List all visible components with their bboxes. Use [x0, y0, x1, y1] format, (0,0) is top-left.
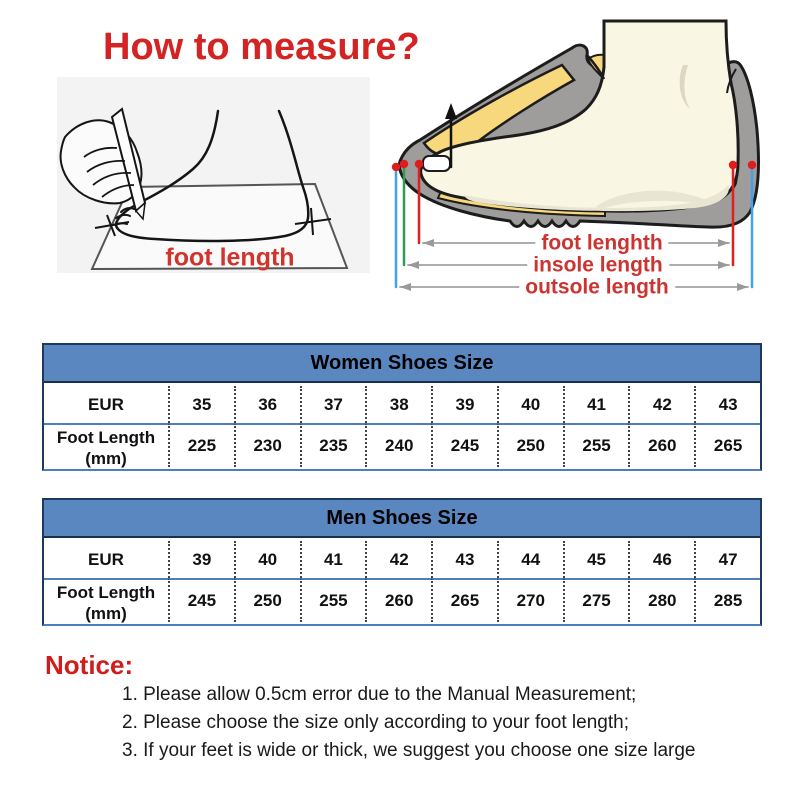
table-cell: 40 [233, 541, 300, 578]
table-cell: 38 [365, 386, 431, 423]
table-cell: 36 [233, 386, 300, 423]
table-cell: 225 [168, 423, 234, 467]
men-size-table: Men Shoes Size EUR 39 40 41 42 43 44 45 … [42, 498, 762, 626]
men-table-row-footlength: Foot Length (mm) 245 250 255 260 265 270… [44, 578, 760, 624]
table-cell: 39 [431, 386, 497, 423]
table-cell: 260 [365, 578, 432, 622]
row-label-line2: (mm) [85, 449, 127, 468]
outsole-length-measure-label: outsole length [519, 276, 675, 298]
table-cell: 42 [365, 541, 431, 578]
table-cell: 46 [628, 541, 694, 578]
foot-length-measure-label: foot lenghth [535, 232, 669, 254]
women-table-row-footlength: Foot Length (mm) 225 230 235 240 245 250… [44, 423, 760, 469]
table-cell: 280 [628, 578, 695, 622]
foot-in-shoe [419, 19, 740, 213]
row-label: Foot Length (mm) [44, 423, 168, 469]
insole-length-measure-label: insole length [527, 254, 669, 276]
foot-length-label: foot length [165, 243, 295, 272]
table-cell: 45 [562, 541, 629, 578]
table-cell: 39 [168, 541, 234, 578]
foot-tracing-panel [57, 77, 370, 273]
row-label: EUR [88, 394, 124, 414]
table-cell: 43 [431, 541, 497, 578]
table-cell: 40 [496, 386, 563, 423]
notice-list: 1. Please allow 0.5cm error due to the M… [122, 681, 695, 765]
table-cell: 260 [628, 423, 695, 467]
table-cell: 240 [365, 423, 432, 467]
row-label-line2: (mm) [85, 604, 127, 623]
table-cell: 230 [233, 423, 300, 467]
row-label-line1: Foot Length [56, 583, 156, 602]
table-cell: 250 [496, 423, 563, 467]
table-cell: 245 [431, 423, 497, 467]
shoe-measure-diagram [391, 19, 761, 291]
notice-item: 2. Please choose the size only according… [122, 712, 629, 733]
table-cell: 245 [168, 578, 234, 622]
notice-title: Notice: [45, 650, 134, 680]
men-table-title: Men Shoes Size [44, 500, 760, 538]
men-table-row-eur: EUR 39 40 41 42 43 44 45 46 47 [44, 541, 760, 578]
women-table-title: Women Shoes Size [44, 345, 760, 383]
hand-with-pen [59, 107, 147, 221]
women-table-row-eur: EUR 35 36 37 38 39 40 41 42 43 [44, 386, 760, 423]
table-cell: 44 [496, 541, 563, 578]
table-cell: 255 [299, 578, 366, 622]
table-cell: 47 [694, 541, 760, 578]
table-cell: 250 [233, 578, 300, 622]
table-cell: 255 [562, 423, 629, 467]
row-label: EUR [88, 549, 124, 569]
table-cell: 37 [299, 386, 366, 423]
paper-sheet [90, 182, 349, 271]
table-cell: 42 [628, 386, 694, 423]
table-divider [44, 383, 760, 386]
table-cell: 275 [562, 578, 629, 622]
row-label-line1: Foot Length [56, 428, 156, 447]
page-title: How to measure? [103, 26, 420, 68]
table-cell: 235 [299, 423, 366, 467]
table-cell: 41 [562, 386, 629, 423]
table-cell: 265 [431, 578, 497, 622]
table-cell: 265 [694, 423, 760, 467]
table-divider [44, 538, 760, 541]
table-cell: 43 [694, 386, 760, 423]
foot-tracing-illustration [59, 107, 349, 271]
women-size-table: Women Shoes Size EUR 35 36 37 38 39 40 4… [42, 343, 762, 471]
table-cell: 41 [299, 541, 366, 578]
table-cell: 270 [496, 578, 563, 622]
measure-cross-marks [94, 207, 332, 237]
notice-item: 3. If your feet is wide or thick, we sug… [122, 740, 696, 761]
table-cell: 285 [694, 578, 760, 622]
notice-item: 1. Please allow 0.5cm error due to the M… [122, 684, 637, 705]
row-label: Foot Length (mm) [44, 578, 168, 624]
table-cell: 35 [168, 386, 234, 423]
